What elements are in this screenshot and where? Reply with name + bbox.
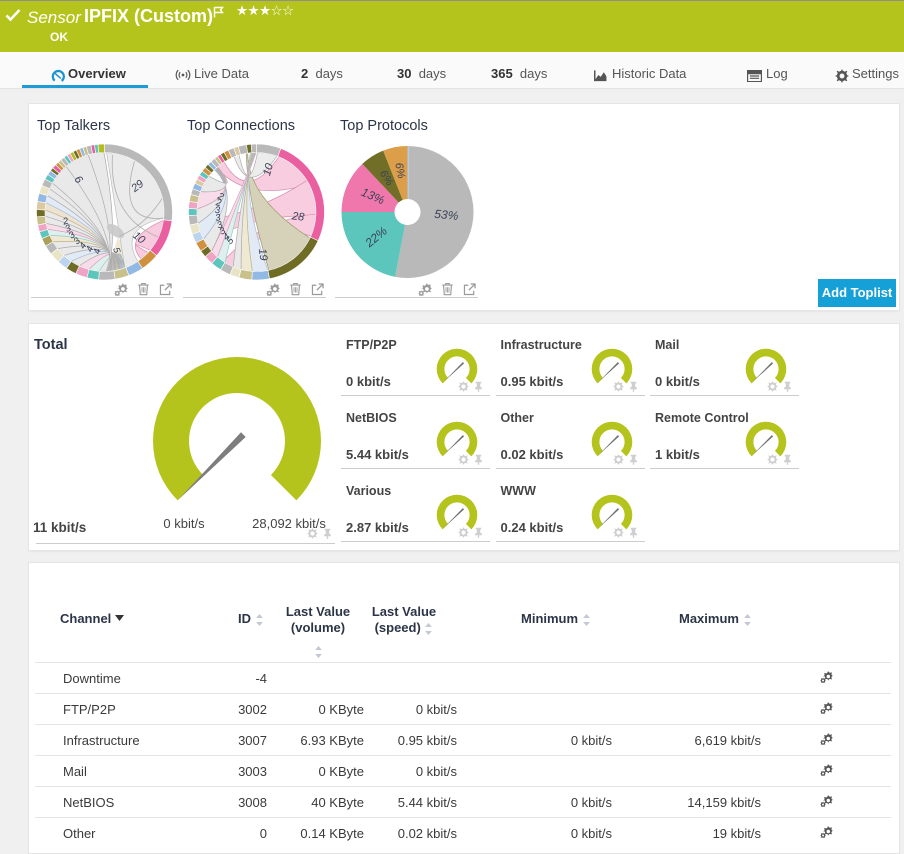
- svg-text:6%: 6%: [392, 162, 407, 180]
- svg-text:10: 10: [261, 161, 276, 177]
- svg-text:3: 3: [218, 225, 229, 238]
- svg-text:4: 4: [84, 245, 96, 254]
- svg-text:4: 4: [221, 231, 232, 243]
- svg-text:3: 3: [215, 205, 221, 216]
- svg-text:2: 2: [61, 216, 70, 228]
- svg-text:53%: 53%: [434, 207, 460, 223]
- svg-text:3: 3: [67, 229, 78, 241]
- svg-text:5: 5: [110, 246, 122, 255]
- svg-text:2: 2: [214, 197, 223, 209]
- svg-text:28: 28: [290, 210, 305, 224]
- svg-text:19: 19: [256, 248, 270, 262]
- svg-text:3: 3: [63, 223, 73, 236]
- svg-text:5: 5: [225, 235, 237, 247]
- svg-text:3: 3: [215, 212, 223, 224]
- svg-text:2: 2: [215, 190, 226, 203]
- svg-text:3: 3: [71, 235, 83, 247]
- svg-text:4: 4: [77, 241, 89, 251]
- svg-text:3: 3: [216, 219, 225, 231]
- svg-text:4: 4: [92, 248, 104, 255]
